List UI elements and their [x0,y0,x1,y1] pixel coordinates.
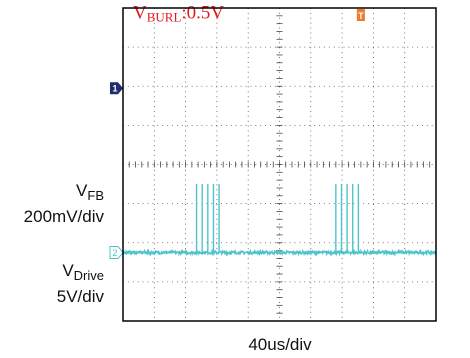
vdrive-waveform [122,184,437,257]
vdrive-name: VDrive [62,261,104,283]
trigger-marker [356,9,365,21]
ch1-marker-label: 1 [112,84,117,94]
scope-grid [122,7,437,322]
ch2-marker [109,246,124,260]
vfb-scale: 200mV/div [24,207,105,226]
ch1-marker [110,82,123,95]
threshold-label-burl: VBURL:0.5V [133,2,224,24]
scope-frame [122,7,437,322]
ch2-marker-label: 2 [112,248,117,258]
timebase-label: 40us/div [248,335,312,354]
vdrive-baseline [122,248,437,257]
channel-labels: T VFB 200mV/div VDrive 5V/div 1 2 40us/div [24,9,365,354]
vfb-name: VFB [76,181,104,203]
threshold-lines: VBURH:0.7VVBURL:0.5V [133,2,224,24]
vdrive-scale: 5V/div [57,287,105,306]
trigger-marker-label: T [358,11,364,21]
